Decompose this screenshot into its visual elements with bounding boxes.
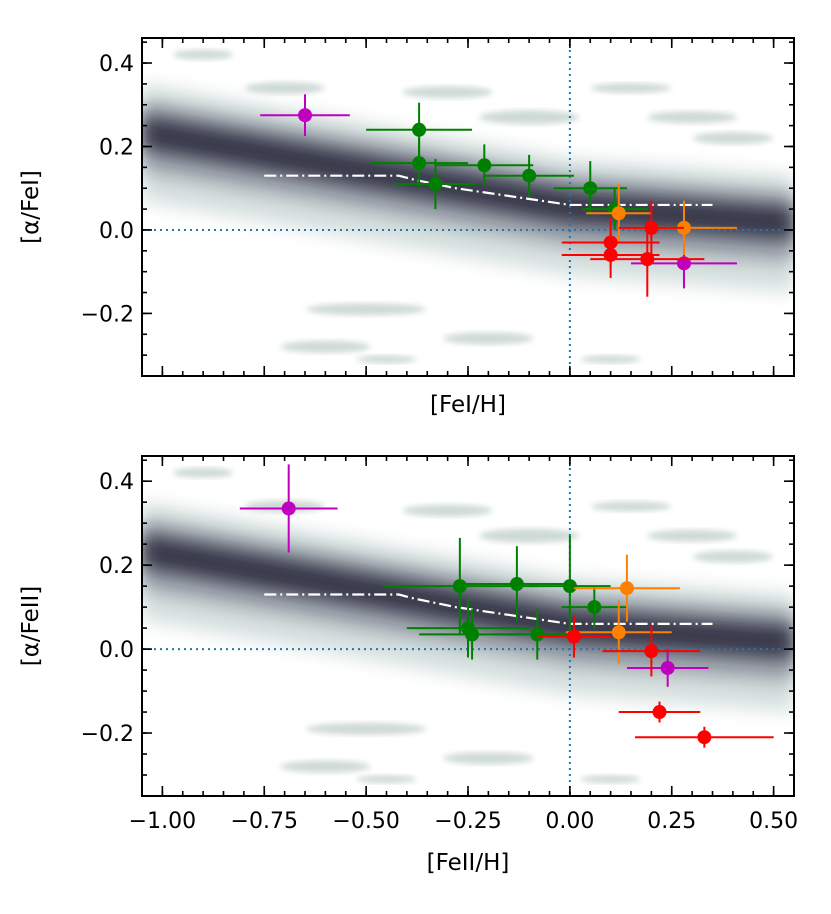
x-axis-label: [FeI/H]: [430, 392, 506, 418]
y-tick-label: −0.2: [81, 302, 134, 327]
data-point: [565, 600, 672, 664]
density-blob: [580, 355, 641, 364]
marker: [428, 177, 443, 192]
y-tick-label: −0.2: [81, 722, 134, 747]
data-point: [394, 159, 477, 210]
density-blob: [692, 550, 773, 563]
marker: [652, 705, 667, 720]
ticks: [142, 456, 795, 797]
data-point: [590, 221, 705, 297]
marker: [452, 579, 467, 594]
density-blob: [173, 467, 234, 478]
y-tick-label: 0.4: [99, 470, 134, 495]
data-point: [635, 726, 774, 748]
y-tick-label: 0.0: [99, 638, 134, 663]
density-blob: [173, 49, 234, 60]
density-blob: [356, 775, 417, 784]
upper-panel: −0.2 0.0 0.2 0.4 [FeI/H] [α/FeI]: [18, 37, 795, 418]
marker: [660, 660, 675, 675]
density-map: [142, 49, 794, 364]
data-point: [370, 138, 468, 189]
data-point: [626, 649, 709, 687]
density-blob: [580, 775, 641, 784]
density-blob: [356, 355, 417, 364]
x-axis-label: [FeII/H]: [427, 850, 510, 876]
marker: [697, 730, 712, 745]
marker: [619, 581, 634, 596]
y-tick-label: 0.2: [99, 135, 134, 160]
y-axis-label: [α/FeII]: [18, 586, 44, 667]
data-point: [463, 546, 570, 622]
lower-panel: −0.2 0.0 0.2 0.4 −1.00 −0.75 −0.50 −0.25 0.00 0.2…: [18, 455, 798, 876]
x-tick-label: 0.50: [749, 809, 798, 834]
density-blob: [280, 340, 371, 353]
marker: [509, 577, 524, 592]
data-point: [537, 615, 611, 658]
marker: [587, 600, 602, 615]
x-tick-label: 0.00: [545, 809, 594, 834]
marker: [298, 108, 312, 123]
data-point: [260, 94, 350, 137]
series-3: [561, 200, 705, 297]
trend-line: [264, 174, 713, 207]
series-1: [382, 535, 627, 660]
data-point: [602, 626, 701, 677]
series-2: [586, 184, 737, 255]
data-point: [529, 535, 611, 637]
x-tick-label: −0.75: [231, 809, 298, 834]
density-blob: [402, 504, 493, 517]
data-point: [573, 554, 680, 622]
density-blob: [402, 86, 493, 99]
density-blob: [306, 722, 427, 735]
marker: [562, 579, 577, 594]
x-tick-label: −0.25: [434, 809, 501, 834]
y-tick-label: 0.2: [99, 554, 134, 579]
density-blob: [479, 528, 580, 543]
ticks: [142, 38, 795, 377]
data-point: [484, 154, 574, 197]
series-3: [537, 615, 774, 748]
density-blob: [306, 303, 427, 316]
marker: [583, 181, 598, 196]
data-point: [561, 586, 627, 629]
x-tick-label: −0.50: [332, 809, 399, 834]
density-blob: [479, 110, 580, 125]
density-blob: [647, 529, 738, 542]
marker: [522, 168, 537, 183]
density-blob: [591, 501, 671, 512]
x-tick-label: −1.00: [129, 809, 196, 834]
series-1: [366, 102, 648, 230]
marker: [566, 629, 581, 644]
y-axis-label: [α/FeI]: [18, 170, 44, 244]
marker: [640, 252, 655, 267]
data-point: [586, 184, 652, 243]
marker: [477, 158, 492, 173]
density-blob: [692, 132, 773, 145]
marker: [530, 627, 545, 642]
data-point: [239, 464, 338, 553]
series-2: [565, 554, 680, 664]
density-blob: [443, 752, 534, 765]
marker: [412, 156, 427, 171]
density-blob: [244, 82, 325, 95]
marker: [281, 501, 296, 516]
density-core: [142, 533, 794, 660]
density-blob: [443, 332, 534, 345]
marker: [611, 206, 626, 221]
marker: [465, 627, 480, 642]
x-tick-label: 0.25: [647, 809, 696, 834]
y-tick-label: 0.0: [99, 219, 134, 244]
data-point: [435, 144, 534, 187]
marker: [611, 625, 626, 640]
data-point: [618, 701, 701, 723]
data-point: [496, 609, 579, 660]
density-blob: [647, 111, 738, 124]
density-blob: [280, 760, 371, 773]
marker: [412, 122, 427, 137]
density-blob: [591, 83, 671, 94]
y-tick-label: 0.4: [99, 52, 134, 77]
marker: [644, 644, 659, 659]
series-0: [239, 464, 709, 687]
